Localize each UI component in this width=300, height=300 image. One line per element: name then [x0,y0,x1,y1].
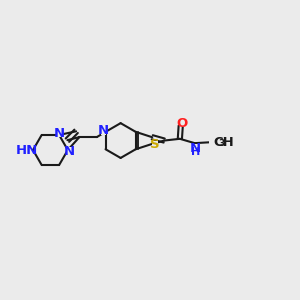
Bar [179,120,185,127]
Text: S: S [150,138,160,151]
Bar [152,141,158,148]
Text: 3: 3 [219,139,225,148]
Text: N: N [63,145,75,158]
Text: O: O [177,117,188,130]
Bar [66,148,72,155]
Bar [209,139,221,146]
Text: H: H [191,147,200,157]
Bar [22,146,31,154]
Text: N: N [98,124,109,137]
Bar [101,127,106,135]
Text: HN: HN [15,143,38,157]
Text: N: N [53,127,65,140]
Text: N: N [190,142,201,155]
Bar [56,130,62,137]
Text: CH: CH [213,136,234,149]
Bar [192,144,199,154]
